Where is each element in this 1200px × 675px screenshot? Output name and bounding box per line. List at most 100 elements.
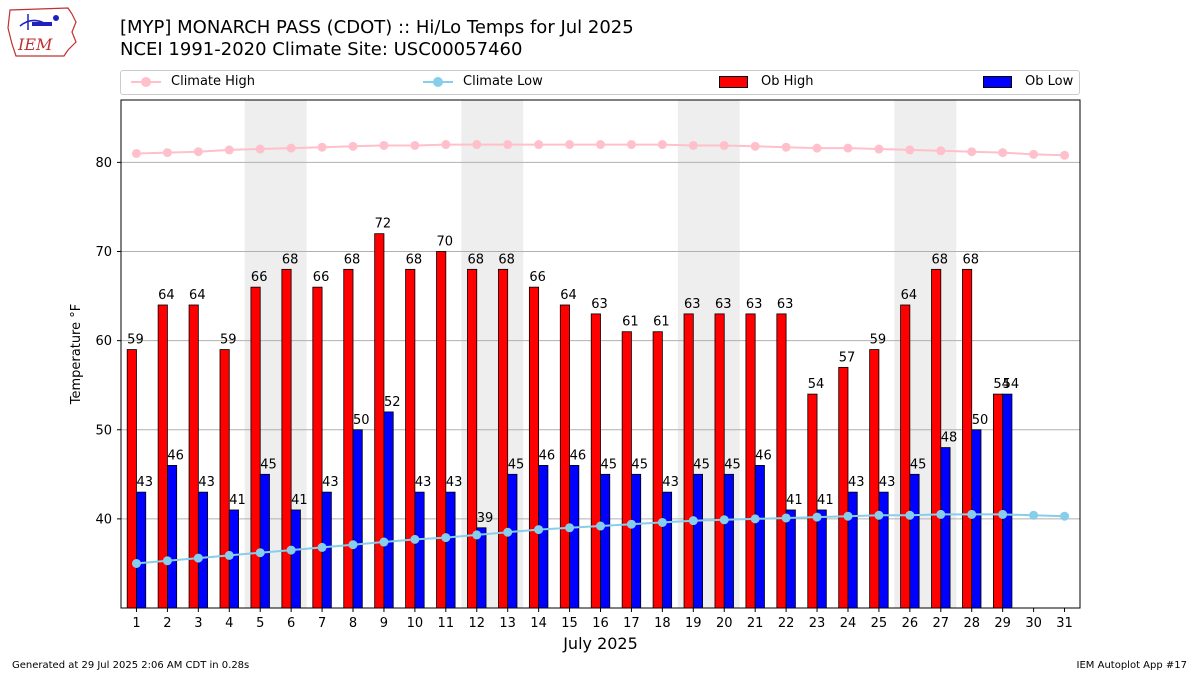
legend-label-ob-high: Ob High [761,74,814,89]
x-tick-label: 12 [468,616,485,631]
x-tick-label: 4 [225,616,233,631]
ob-high-bar [250,286,261,609]
ob-low-label: 46 [539,448,556,463]
ob-high-label: 66 [529,270,546,285]
legend-label-climate-high: Climate High [171,74,256,89]
climate-high-point [967,147,977,157]
app-label: IEM Autoplot App #17 [1076,660,1187,671]
x-tick-label: 22 [778,616,795,631]
ob-high-label: 59 [220,333,237,348]
x-tick-label: 16 [592,616,609,631]
ob-high-label: 64 [158,288,175,303]
ob-high-bar [528,286,540,609]
iem-logo: IEM [6,4,82,60]
ob-low-bar [383,411,394,609]
ob-low-bar [847,491,858,609]
logo-text: IEM [17,35,53,54]
climate-high-point [472,140,482,150]
ob-low-label: 43 [662,475,679,490]
x-tick-label: 25 [871,616,888,631]
climate-low-point [472,530,482,540]
x-tick-label: 28 [963,616,980,631]
ob-high-label: 68 [406,252,423,267]
climate-low-point [843,511,853,521]
climate-low-point [750,514,760,524]
ob-high-label: 66 [313,270,330,285]
x-tick-label: 14 [530,616,547,631]
ob-low-bar [816,509,827,609]
ob-high-bar [219,349,230,609]
climate-high-point [348,141,358,151]
ob-high-bar [498,268,509,609]
x-tick-label: 21 [747,616,764,631]
ob-low-label: 41 [817,493,834,508]
ob-low-bar [661,491,673,609]
hi-lo-chart: 4050607080594364466443594166456841664368… [69,99,1081,653]
chart-subtitle: NCEI 1991-2020 Climate Site: USC00057460 [120,39,523,60]
climate-high-point [565,140,575,150]
ob-high-label: 68 [467,252,484,267]
ob-high-bar [869,349,880,609]
x-tick-label: 8 [349,616,357,631]
climate-high-point [626,140,636,150]
legend-label-ob-low: Ob Low [1025,74,1074,89]
ob-high-label: 70 [437,235,454,250]
x-tick-label: 6 [287,616,295,631]
ob-high-bar [188,304,199,609]
climate-high-marker-icon [129,75,163,89]
ob-high-label: 64 [901,288,918,303]
ob-low-bar [352,429,363,609]
generated-note: Generated at 29 Jul 2025 2:06 AM CDT in … [12,660,250,671]
ob-high-label: 57 [839,350,856,365]
ob-high-label: 54 [993,377,1010,392]
x-tick-label: 29 [994,616,1011,631]
ob-low-bar [259,473,270,609]
x-tick-label: 9 [380,616,388,631]
ob-low-bar [940,447,951,609]
climate-high-point [131,148,141,158]
x-axis-label: July 2025 [562,634,638,653]
ob-high-bar [962,268,973,609]
ob-low-bar [414,491,425,609]
ob-low-label: 50 [353,413,370,428]
ob-low-label: 43 [136,475,153,490]
y-tick-label: 40 [95,512,112,527]
ob-low-bar [971,429,982,609]
ob-low-label: 45 [601,457,618,472]
ob-low-label: 41 [291,493,308,508]
climate-high-point [719,140,729,150]
climate-high-point [410,140,420,150]
ob-low-bar [290,509,301,609]
x-tick-label: 11 [438,616,455,631]
ob-high-label: 64 [560,288,577,303]
climate-high-point [193,147,203,157]
climate-high-point [224,145,234,155]
climate-low-point [286,545,296,555]
climate-high-point [286,143,296,153]
ob-high-label: 72 [375,217,392,232]
ob-high-label: 68 [932,252,949,267]
climate-low-point [565,523,575,533]
legend-item-climate-high: Climate High [129,74,255,89]
ob-high-bar [343,268,354,609]
ob-high-label: 61 [653,315,670,330]
ob-low-bar [878,491,889,609]
climate-low-point [596,521,605,531]
x-tick-label: 7 [318,616,326,631]
climate-low-point [874,510,884,520]
ob-low-label: 43 [848,475,865,490]
x-tick-label: 18 [654,616,671,631]
chart-title: [MYP] MONARCH PASS (CDOT) :: Hi/Lo Temps… [120,17,634,38]
ob-high-bar [312,286,323,609]
ob-high-bar [900,304,911,609]
ob-high-bar [405,268,416,609]
ob-low-bar [197,491,209,609]
ob-high-label: 66 [251,270,268,285]
climate-low-marker-icon [421,75,455,89]
climate-low-point [688,516,698,526]
y-tick-label: 50 [95,423,112,438]
x-tick-label: 2 [163,616,171,631]
ob-low-bar [167,465,178,609]
climate-low-point [162,556,172,566]
ob-high-label: 63 [715,297,732,312]
